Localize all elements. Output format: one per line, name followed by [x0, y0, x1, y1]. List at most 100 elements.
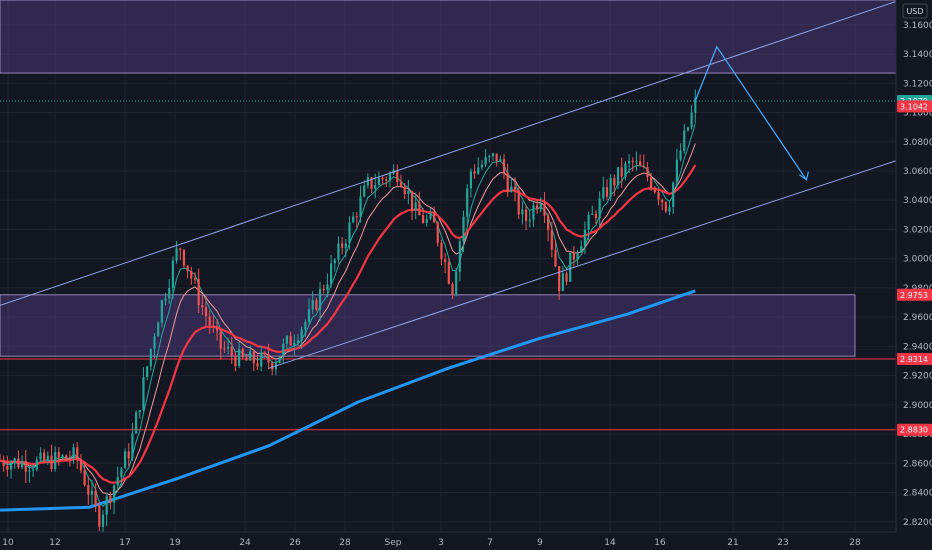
price-tick-label: 3.0400: [903, 196, 932, 206]
candle-body: [363, 185, 366, 197]
candle-body: [230, 346, 233, 356]
candle-body: [569, 252, 572, 282]
candle-body: [458, 241, 461, 272]
candle-body: [90, 490, 94, 495]
candle-body: [333, 259, 336, 264]
candle-body: [433, 214, 436, 223]
candle-body: [536, 205, 539, 210]
candle-body: [613, 178, 616, 186]
time-tick-label: 28: [849, 538, 861, 548]
candle-body: [418, 202, 421, 216]
price-tick-label: 3.1600: [903, 21, 932, 31]
time-axis[interactable]: [0, 532, 932, 550]
candle-body: [572, 252, 575, 260]
candle-body: [694, 97, 697, 113]
projection-path[interactable]: [694, 45, 810, 181]
time-tick-label: 21: [727, 538, 738, 548]
candle-body: [480, 164, 484, 168]
candle-body: [447, 262, 450, 284]
ma-mid-line: [0, 143, 696, 496]
candle-body: [337, 243, 340, 260]
candle-body: [289, 336, 292, 346]
candle-body: [609, 178, 612, 197]
candle-body: [561, 273, 564, 292]
candle-body: [0, 460, 2, 462]
candle-body: [653, 188, 656, 193]
candle-body: [17, 458, 20, 468]
candle-body: [547, 215, 550, 231]
candle-body: [318, 288, 322, 310]
candle-body: [135, 412, 138, 434]
candle-body: [304, 321, 307, 330]
candle-body: [550, 230, 553, 250]
projection-line: [694, 45, 807, 181]
candle-body: [627, 160, 631, 164]
currency-badge[interactable]: [902, 3, 928, 19]
candle-body: [528, 219, 531, 221]
candle-body: [650, 177, 653, 189]
candle-body: [278, 356, 281, 363]
price-tick-label: 2.9000: [903, 401, 932, 411]
time-tick-label: 3: [438, 538, 444, 548]
candle-body: [112, 485, 116, 503]
price-tick-label: 2.9400: [903, 342, 932, 352]
candle-body: [146, 366, 149, 378]
candle-body: [341, 243, 344, 248]
candle-body: [591, 213, 594, 215]
candle-body: [326, 284, 329, 290]
candle-body: [348, 222, 351, 244]
candle-body: [484, 157, 487, 165]
price-tick-label: 2.8600: [903, 459, 932, 469]
price-axis[interactable]: [896, 0, 932, 550]
price-tick-label: 3.1000: [903, 109, 932, 119]
candle-body: [315, 300, 318, 310]
candle-body: [425, 218, 428, 223]
candle-body: [462, 216, 465, 242]
candle-body: [513, 186, 517, 191]
price-tag: 2.9753: [900, 291, 928, 300]
price-tag-bg: [897, 100, 932, 113]
candle-body: [72, 447, 75, 459]
candle-body: [282, 343, 285, 357]
candle-body: [164, 298, 167, 301]
channel-lower-line: [268, 160, 897, 369]
candle-body: [127, 451, 130, 459]
candle-body: [642, 165, 645, 168]
candle-body: [510, 186, 513, 192]
price-tick-label: 3.0000: [903, 255, 932, 265]
candle-body: [245, 357, 248, 361]
candle-body: [212, 325, 215, 327]
candle-body: [98, 505, 101, 527]
candle-body: [366, 177, 369, 186]
candle-body: [436, 222, 439, 243]
candle-body: [322, 288, 325, 290]
candle-body: [403, 186, 406, 194]
candle-body: [675, 159, 678, 183]
candle-body: [686, 127, 690, 131]
candle-body: [499, 159, 502, 162]
candle-body: [690, 112, 693, 128]
candle-body: [410, 191, 414, 211]
candle-body: [79, 459, 83, 471]
candle-body: [226, 346, 230, 349]
ma-slow-line: [0, 164, 697, 484]
time-tick-label: 23: [777, 538, 788, 548]
candle-body: [631, 160, 634, 162]
candle-body: [352, 216, 355, 223]
candle-body: [311, 300, 314, 310]
candle-body: [219, 330, 222, 349]
trend-channel[interactable]: [0, 0, 897, 369]
candle-body: [101, 514, 105, 527]
moving-averages: [0, 123, 697, 512]
candle-body: [646, 167, 649, 178]
candle-body: [61, 455, 64, 458]
price-tick-label: 3.0800: [903, 138, 932, 148]
candle-body: [238, 349, 241, 366]
candle-body: [94, 490, 97, 506]
candle-body: [587, 214, 590, 230]
candle-body: [182, 249, 186, 266]
candle-body: [661, 199, 664, 203]
candle-body: [179, 248, 182, 250]
candle-body: [539, 203, 542, 210]
